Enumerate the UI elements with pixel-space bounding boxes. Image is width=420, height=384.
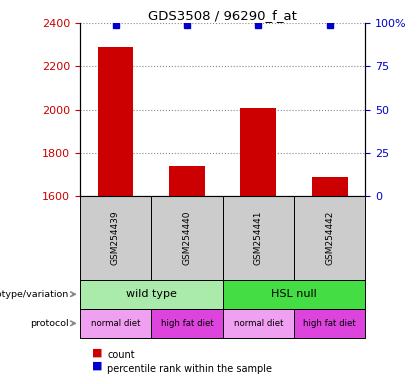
Bar <box>223 280 365 309</box>
Title: GDS3508 / 96290_f_at: GDS3508 / 96290_f_at <box>148 9 297 22</box>
Bar <box>169 166 205 197</box>
Bar <box>223 309 294 338</box>
Bar <box>151 309 223 338</box>
Bar <box>240 108 276 197</box>
Text: GSM254441: GSM254441 <box>254 211 263 265</box>
Text: GSM254442: GSM254442 <box>325 211 334 265</box>
Text: GSM254439: GSM254439 <box>111 211 120 265</box>
Bar <box>80 309 151 338</box>
Bar <box>80 280 223 309</box>
Text: wild type: wild type <box>126 289 177 299</box>
Text: genotype/variation: genotype/variation <box>0 290 68 299</box>
Text: percentile rank within the sample: percentile rank within the sample <box>107 364 272 374</box>
Bar <box>294 309 365 338</box>
Text: normal diet: normal diet <box>91 319 140 328</box>
Text: GSM254440: GSM254440 <box>182 211 192 265</box>
Bar <box>223 197 294 280</box>
Text: ■: ■ <box>92 347 103 357</box>
Bar <box>294 197 365 280</box>
Text: protocol: protocol <box>30 319 68 328</box>
Text: HSL null: HSL null <box>271 289 317 299</box>
Bar <box>80 197 151 280</box>
Text: high fat diet: high fat diet <box>160 319 213 328</box>
Bar <box>151 197 223 280</box>
Text: high fat diet: high fat diet <box>303 319 356 328</box>
Bar <box>312 177 348 197</box>
Text: count: count <box>107 350 135 360</box>
Text: ■: ■ <box>92 361 103 371</box>
Text: normal diet: normal diet <box>234 319 283 328</box>
Bar <box>98 47 134 197</box>
